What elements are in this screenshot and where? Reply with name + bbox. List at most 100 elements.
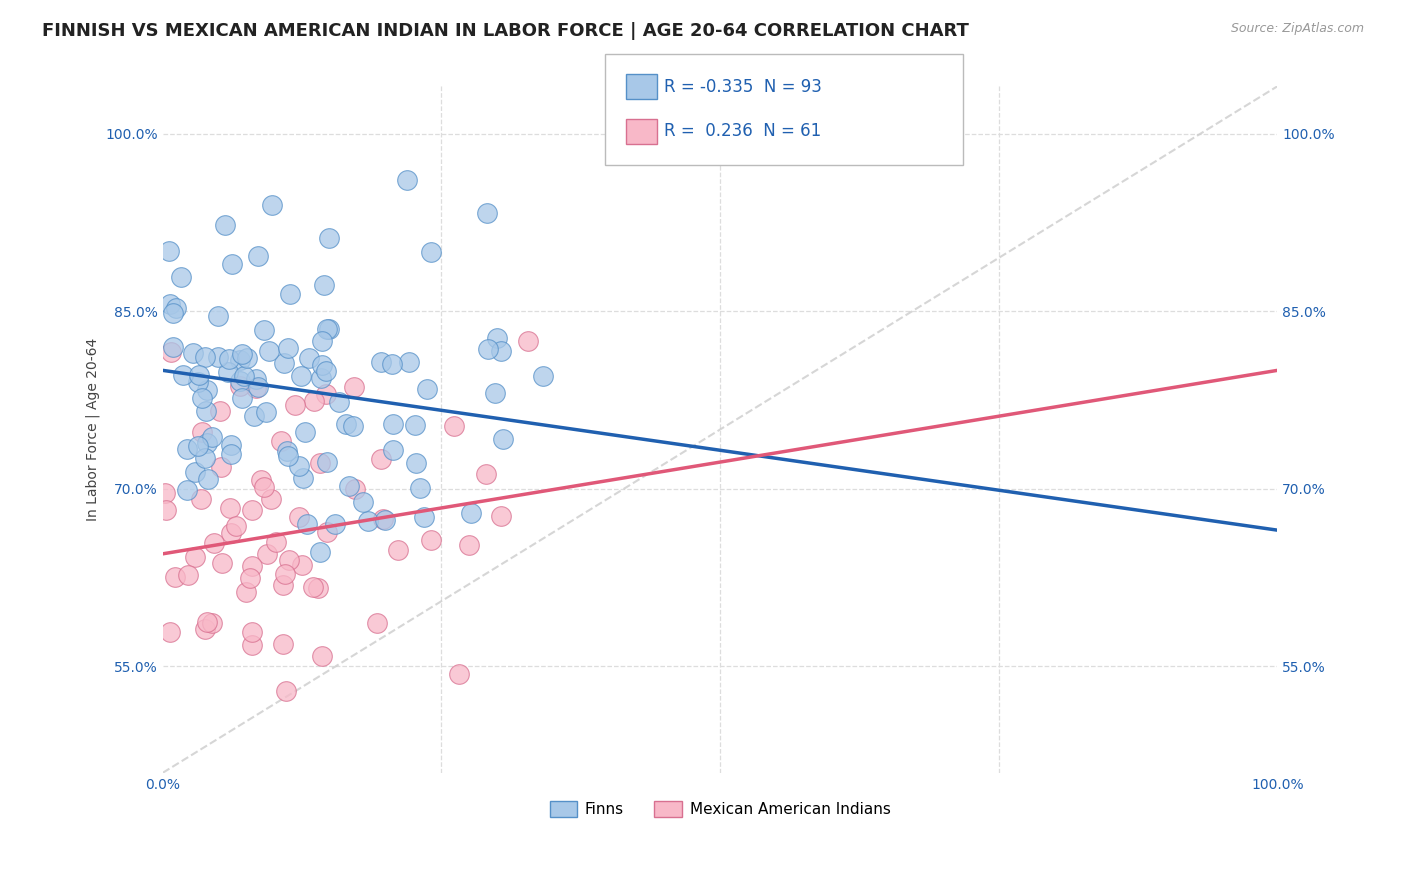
Point [420,533,443,547]
Point [387,542,409,557]
Point [290,368,312,383]
Point [484,386,506,401]
Point [176,568,198,582]
Point [357,514,380,528]
Point [516,334,538,349]
Point [162,340,184,354]
Point [343,379,366,393]
Point [416,383,439,397]
Point [323,516,346,531]
Point [240,558,263,573]
Point [219,525,242,540]
Point [219,501,242,516]
Point [302,394,325,409]
Point [162,305,184,319]
Point [172,368,194,383]
Point [291,471,314,485]
Point [419,244,441,259]
Point [217,364,239,378]
Point [184,550,207,565]
Point [284,399,307,413]
Point [395,173,418,187]
Point [243,409,266,423]
Point [291,558,314,572]
Point [165,570,187,584]
Point [312,278,335,293]
Point [443,419,465,434]
Point [277,552,299,566]
Point [315,321,337,335]
Point [315,524,337,539]
Point [298,351,321,365]
Point [207,309,229,323]
Point [492,432,515,446]
Point [382,443,405,458]
Point [239,571,262,585]
Point [218,352,240,367]
Point [229,374,252,388]
Point [280,287,302,301]
Point [477,342,499,356]
Point [253,323,276,337]
Point [225,518,247,533]
Point [257,344,280,359]
Point [245,381,267,395]
Point [374,512,396,526]
Point [190,391,212,405]
Point [193,622,215,636]
Point [449,667,471,681]
Point [373,511,395,525]
Point [197,472,219,486]
Point [398,355,420,369]
Text: R =  0.236  N = 61: R = 0.236 N = 61 [664,122,821,140]
Point [381,357,404,371]
Point [201,429,224,443]
Point [318,321,340,335]
Point [165,301,187,315]
Point [208,404,231,418]
Point [231,346,253,360]
Point [366,616,388,631]
Point [318,231,340,245]
Point [229,352,252,367]
Point [328,395,350,409]
Point [253,480,276,494]
Point [219,447,242,461]
Point [195,404,218,418]
Point [176,483,198,497]
Point [370,451,392,466]
Point [256,547,278,561]
Point [352,494,374,508]
Point [187,375,209,389]
Text: R = -0.335  N = 93: R = -0.335 N = 93 [664,78,821,95]
Point [294,425,316,440]
Point [271,577,294,591]
Point [188,368,211,382]
Point [232,369,254,384]
Point [344,482,367,496]
Point [250,473,273,487]
Point [240,638,263,652]
Point [153,486,176,500]
Point [337,479,360,493]
Point [194,451,217,466]
Point [211,556,233,570]
Point [295,517,318,532]
Point [214,218,236,232]
Point [159,345,181,359]
Point [489,508,512,523]
Point [262,197,284,211]
Point [254,405,277,419]
Point [404,417,426,432]
Point [475,206,498,220]
Point [311,648,333,663]
Point [231,391,253,405]
Point [277,342,299,356]
Text: Source: ZipAtlas.com: Source: ZipAtlas.com [1230,22,1364,36]
Point [194,350,217,364]
Point [240,502,263,516]
Point [155,503,177,517]
Point [274,567,297,582]
Point [370,355,392,369]
Point [245,372,267,386]
